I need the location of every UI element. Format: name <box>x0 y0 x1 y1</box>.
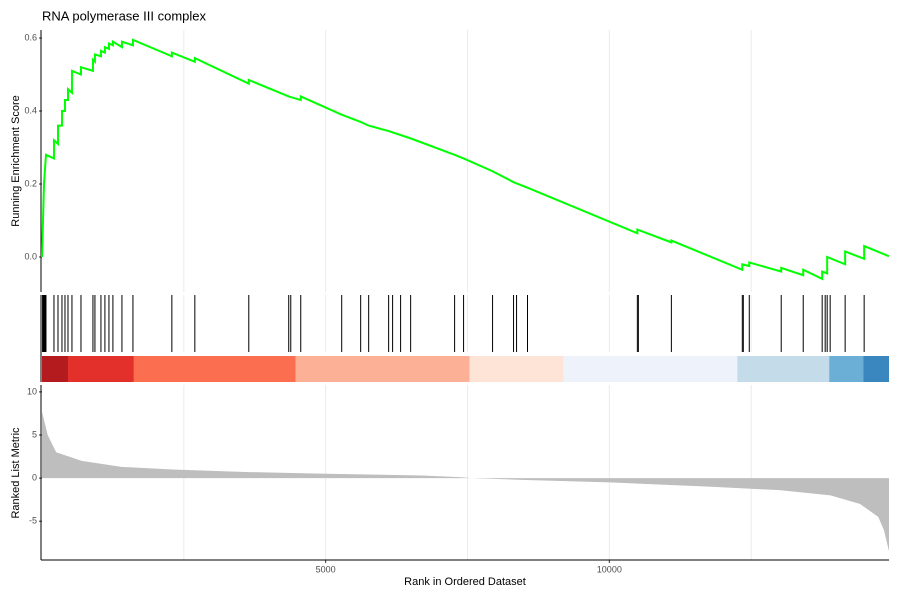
y-tick-label: -5 <box>29 516 37 526</box>
y-tick-label: 0.6 <box>24 32 37 42</box>
rank-band <box>563 356 738 382</box>
y-axis-label: Ranked List Metric <box>10 427 22 519</box>
x-tick-label: 10000 <box>597 564 622 574</box>
x-axis-label: Rank in Ordered Dataset <box>404 576 526 588</box>
y-tick-label: 0.4 <box>24 105 37 115</box>
rank-band <box>863 356 889 382</box>
chart-title: RNA polymerase III complex <box>42 8 207 23</box>
y-tick-label: 0.0 <box>24 251 37 261</box>
rank-band <box>295 356 470 382</box>
rank-band <box>67 356 134 382</box>
y-tick-label: 5 <box>32 429 37 439</box>
y-tick-label: 0 <box>32 472 37 482</box>
rank-band <box>469 356 564 382</box>
rank-band <box>42 356 68 382</box>
y-tick-label: 0.2 <box>24 178 37 188</box>
x-tick-label: 5000 <box>316 564 336 574</box>
rank-band <box>829 356 864 382</box>
running-score-line <box>41 38 890 281</box>
y-tick-label: 10 <box>27 386 37 396</box>
y-axis-label: Running Enrichment Score <box>10 95 22 226</box>
rank-band <box>133 356 296 382</box>
metric-area <box>42 411 889 552</box>
rank-band <box>737 356 830 382</box>
